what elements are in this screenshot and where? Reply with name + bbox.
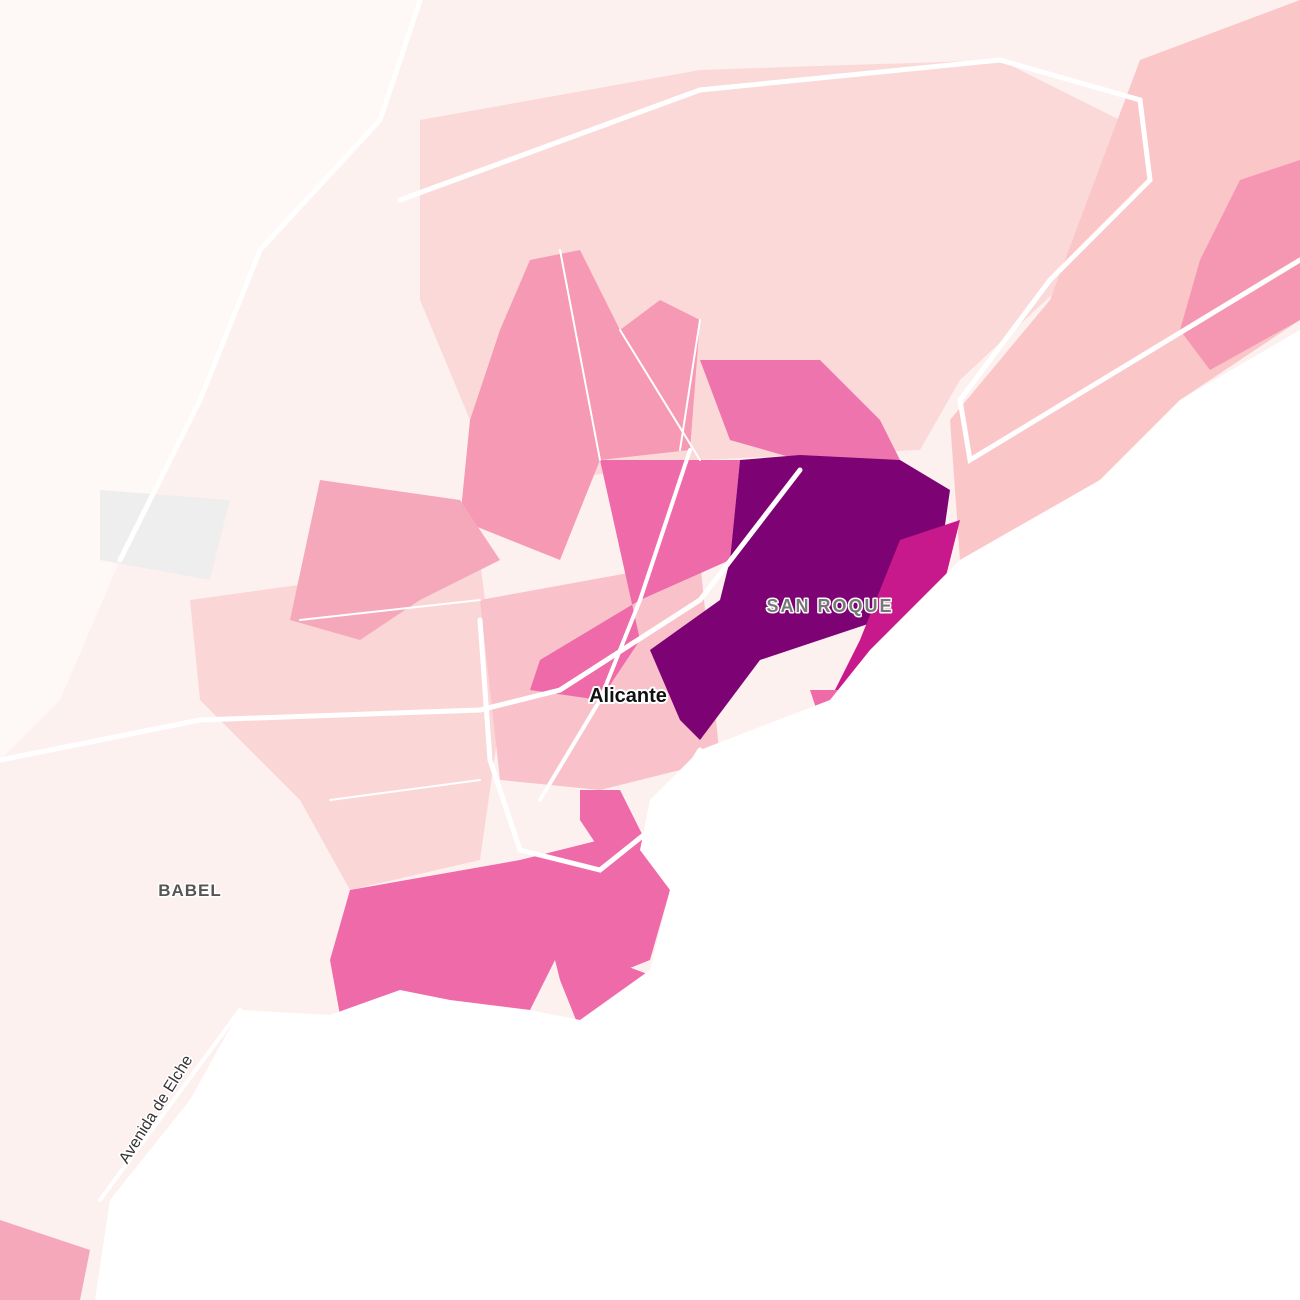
district-label: SAN ROQUE bbox=[766, 596, 893, 616]
district bbox=[700, 360, 900, 460]
road bbox=[477, 617, 703, 873]
road bbox=[0, 467, 803, 763]
district-label: BABEL bbox=[158, 881, 222, 900]
roads bbox=[0, 0, 1300, 1202]
road bbox=[98, 1008, 242, 1202]
district bbox=[190, 560, 500, 890]
district bbox=[1180, 160, 1300, 370]
sea bbox=[95, 330, 1300, 1300]
road bbox=[538, 448, 692, 802]
city-label: Alicante bbox=[589, 685, 667, 707]
road bbox=[117, 0, 423, 563]
district bbox=[550, 940, 650, 1030]
road bbox=[299, 249, 701, 801]
district bbox=[650, 455, 950, 740]
park bbox=[100, 490, 230, 580]
district bbox=[530, 460, 740, 700]
district bbox=[460, 250, 700, 560]
road bbox=[397, 57, 1300, 465]
district bbox=[830, 520, 960, 700]
district bbox=[290, 480, 500, 640]
district bbox=[0, 1220, 90, 1300]
